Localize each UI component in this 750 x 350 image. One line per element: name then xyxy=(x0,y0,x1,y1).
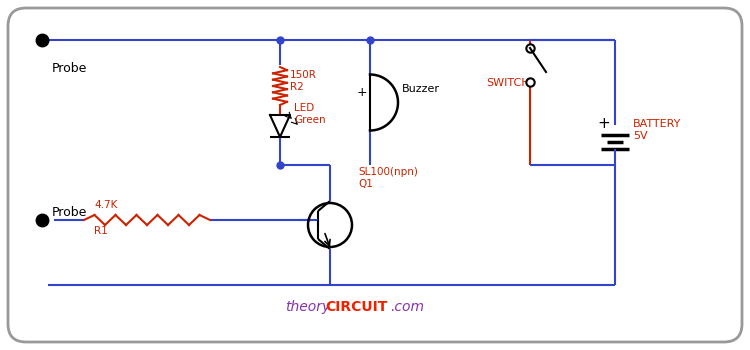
Text: .com: .com xyxy=(390,300,424,314)
Text: LED: LED xyxy=(294,103,314,113)
Text: CIRCUIT: CIRCUIT xyxy=(325,300,387,314)
Text: R1: R1 xyxy=(94,226,108,236)
Text: R2: R2 xyxy=(290,82,304,92)
Text: Q1: Q1 xyxy=(358,179,373,189)
Text: SWITCH: SWITCH xyxy=(486,78,530,88)
Text: Buzzer: Buzzer xyxy=(402,84,440,94)
Text: Probe: Probe xyxy=(52,62,87,75)
Text: BATTERY: BATTERY xyxy=(633,119,681,129)
Text: 5V: 5V xyxy=(633,131,647,141)
Text: 150R: 150R xyxy=(290,70,316,80)
Text: Green: Green xyxy=(294,115,326,125)
Text: 4.7K: 4.7K xyxy=(94,200,117,210)
FancyBboxPatch shape xyxy=(8,8,742,342)
Text: Probe: Probe xyxy=(52,206,87,219)
Text: theory: theory xyxy=(285,300,330,314)
Text: +: + xyxy=(357,86,368,99)
Text: +: + xyxy=(597,116,610,131)
Text: SL100(npn): SL100(npn) xyxy=(358,167,418,177)
